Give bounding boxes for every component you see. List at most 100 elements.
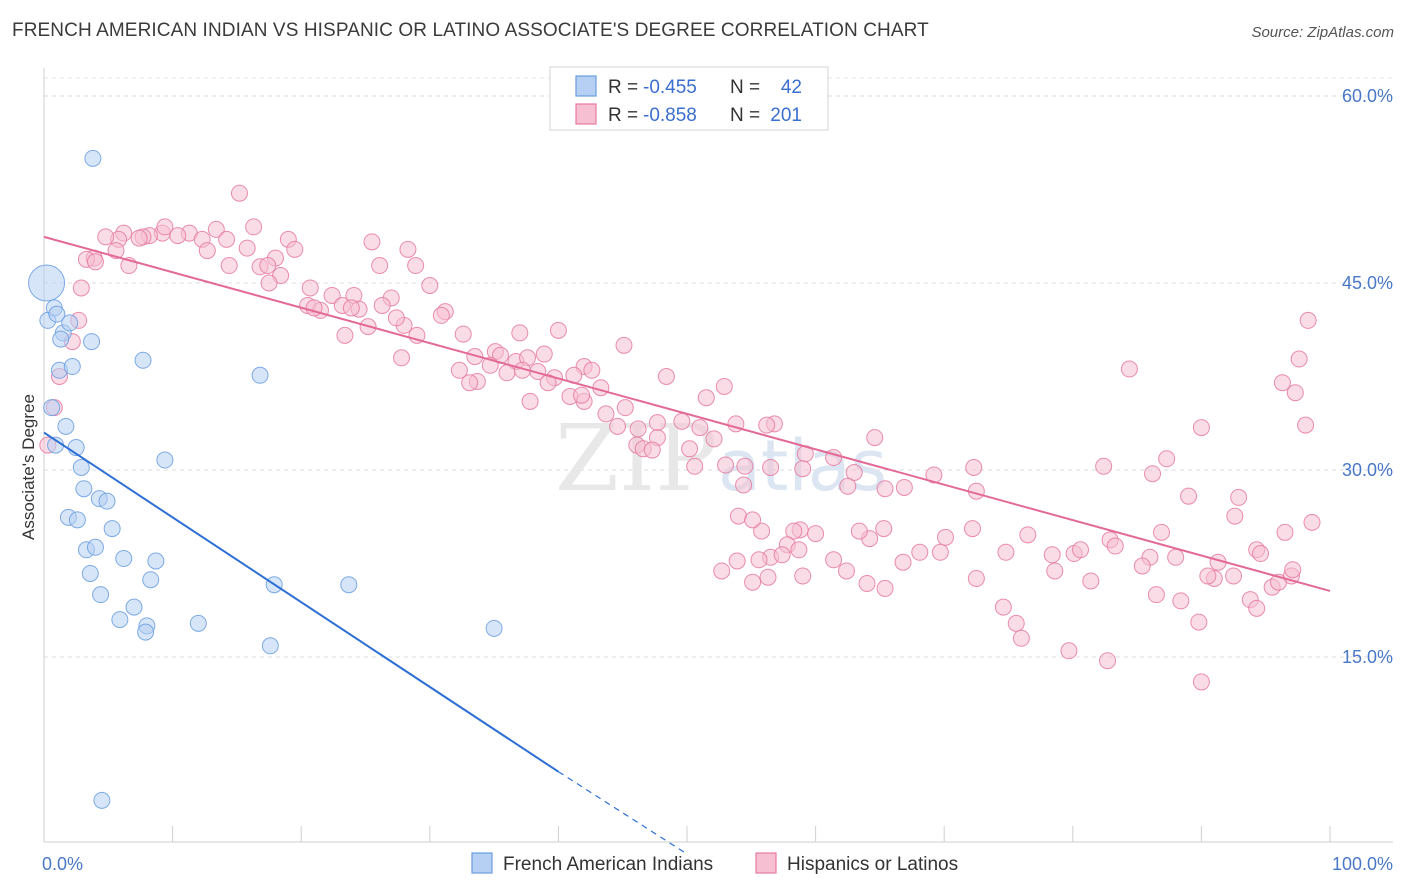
pink-point-132 — [997, 543, 1015, 561]
pink-point-76 — [597, 405, 615, 423]
pink-point-49 — [454, 325, 472, 343]
pink-point-69 — [697, 389, 715, 407]
pink-point-136 — [911, 543, 929, 561]
pink-point-192 — [387, 309, 405, 327]
pink-point-79 — [648, 414, 666, 432]
pink-point-118 — [1226, 507, 1244, 525]
pink-point-73 — [521, 392, 539, 410]
pink-point-150 — [744, 511, 762, 529]
pink-point-180 — [1230, 488, 1248, 506]
pink-point-169 — [1225, 567, 1243, 585]
blue-point-38 — [189, 614, 207, 632]
pink-point-27 — [220, 257, 238, 275]
pink-point-126 — [1153, 523, 1171, 541]
pink-point-10 — [130, 229, 148, 247]
pink-point-154 — [713, 562, 731, 580]
legend-swatch-pink — [575, 103, 597, 125]
pink-point-54 — [393, 349, 411, 367]
blue-point-41 — [93, 791, 111, 809]
pink-point-144 — [785, 522, 803, 540]
pink-point-114 — [1286, 384, 1304, 402]
blue-point-33 — [92, 586, 110, 604]
pink-point-116 — [1120, 360, 1138, 378]
blue-point-40 — [485, 619, 503, 637]
blue-point-5 — [52, 330, 70, 348]
pink-point-58 — [535, 345, 553, 363]
blue-point-7 — [61, 314, 79, 332]
pink-point-149 — [729, 507, 747, 525]
pink-point-25 — [86, 253, 104, 271]
pink-point-103 — [839, 477, 857, 495]
pink-point-29 — [259, 257, 277, 275]
pink-point-0 — [230, 184, 248, 202]
pink-point-131 — [1019, 526, 1037, 544]
pink-point-148 — [753, 522, 771, 540]
blue-point-35 — [111, 611, 129, 629]
pink-point-117 — [1180, 487, 1198, 505]
pink-point-183 — [1252, 545, 1270, 563]
pink-point-94 — [845, 463, 863, 481]
pink-point-109 — [1144, 465, 1162, 483]
bottom-legend-swatch-pink — [755, 852, 777, 874]
pink-point-33 — [260, 274, 278, 292]
pink-point-119 — [1303, 513, 1321, 531]
pink-point-197 — [498, 364, 516, 382]
pink-point-1 — [207, 220, 225, 238]
pink-point-122 — [1167, 548, 1185, 566]
pink-point-153 — [728, 552, 746, 570]
correlation-legend: R = -0.455 N = 42 R = -0.858 N = 201 — [549, 66, 829, 131]
pink-trendline — [43, 235, 1331, 592]
pink-point-140 — [850, 522, 868, 540]
french-american-indian-points — [28, 149, 503, 809]
blue-point-10 — [83, 333, 101, 351]
blue-point-0 — [28, 264, 66, 302]
y-tick-label-2: 45.0% — [1342, 273, 1393, 293]
pink-point-93 — [866, 429, 884, 447]
pink-point-161 — [967, 569, 985, 587]
pink-point-113 — [1192, 419, 1210, 437]
y-axis-title: Associate's Degree — [19, 394, 38, 540]
legend-n-value-1: 201 — [770, 105, 802, 126]
pink-point-78 — [629, 420, 647, 438]
blue-point-15 — [57, 417, 75, 435]
bottom-legend-label-blue: French American Indians — [503, 854, 713, 875]
blue-point-13 — [43, 399, 61, 417]
pink-point-68 — [657, 368, 675, 385]
x-tick-label-min: 0.0% — [42, 854, 83, 874]
pink-point-75 — [616, 399, 634, 417]
y-tick-label-3: 60.0% — [1342, 86, 1393, 106]
pink-point-80 — [673, 412, 691, 430]
pink-point-159 — [858, 574, 876, 592]
pink-point-77 — [609, 417, 627, 435]
pink-point-135 — [931, 543, 949, 561]
pink-point-83 — [705, 430, 723, 448]
pink-point-138 — [875, 520, 893, 538]
pink-point-32 — [407, 257, 425, 275]
pink-point-182 — [1199, 567, 1217, 585]
pink-point-152 — [750, 551, 768, 569]
pink-point-111 — [1290, 350, 1308, 368]
pink-point-70 — [715, 377, 733, 395]
legend-swatch-blue — [575, 75, 597, 97]
blue-point-6 — [84, 149, 102, 167]
pink-point-100 — [735, 476, 753, 494]
pink-point-160 — [876, 579, 894, 597]
pink-point-64 — [583, 361, 601, 379]
pink-point-137 — [894, 553, 912, 571]
blue-point-12 — [251, 366, 269, 384]
pink-point-108 — [1158, 450, 1176, 468]
blue-point-11 — [134, 351, 152, 369]
pink-point-17 — [363, 233, 381, 251]
pink-point-177 — [1060, 642, 1078, 660]
pink-point-20 — [238, 239, 256, 257]
pink-point-14 — [156, 218, 174, 236]
blue-point-3 — [48, 305, 66, 323]
blue-point-28 — [147, 552, 165, 570]
chart-source: Source: ZipAtlas.com — [1251, 24, 1394, 41]
pink-point-184 — [1284, 561, 1302, 579]
pink-point-191 — [342, 299, 360, 317]
pink-point-2 — [245, 218, 263, 236]
blue-point-32 — [340, 576, 358, 594]
pink-point-142 — [807, 525, 825, 543]
legend-n-value-0: 42 — [781, 77, 802, 98]
